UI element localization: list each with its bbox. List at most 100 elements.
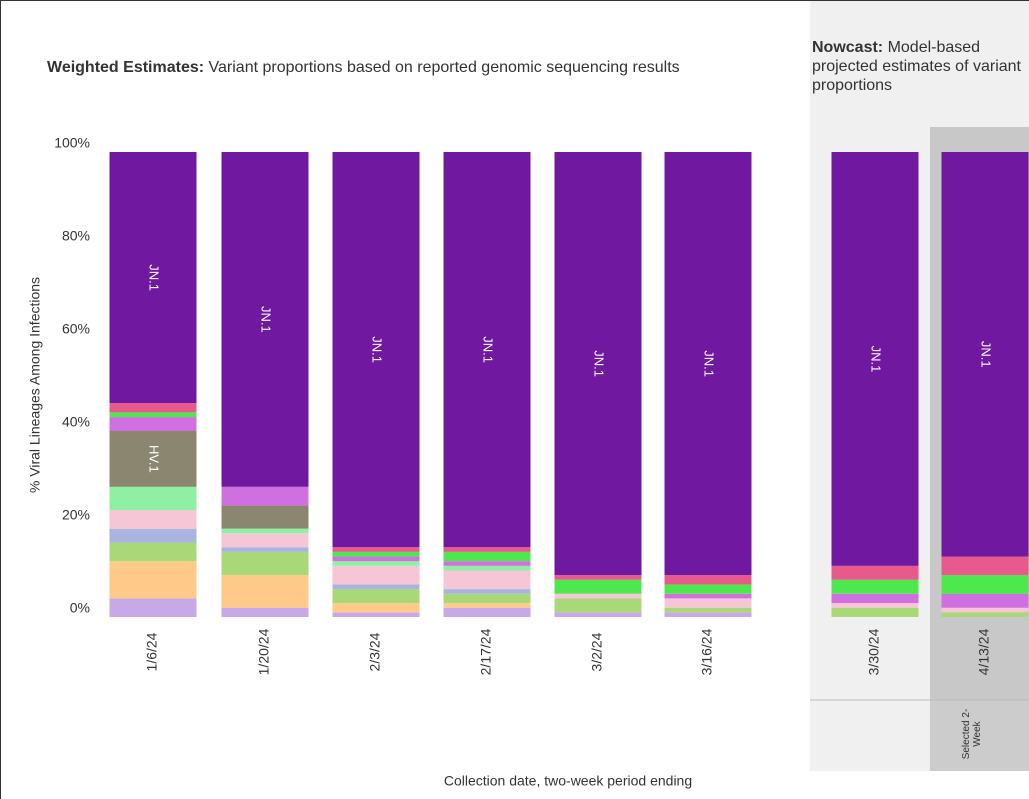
bar-segment bbox=[332, 612, 420, 617]
bar-segment bbox=[664, 575, 752, 585]
y-tick-label: 100% bbox=[54, 135, 90, 151]
bar-segment bbox=[443, 152, 531, 548]
bar-segment bbox=[332, 584, 420, 590]
title-bold: Weighted Estimates: bbox=[47, 59, 205, 76]
bar-segment bbox=[831, 607, 919, 617]
bar-segment bbox=[109, 528, 197, 543]
bar-segment bbox=[221, 528, 309, 534]
bar-segment bbox=[443, 589, 531, 594]
bar-segment bbox=[554, 593, 642, 599]
bar-segment bbox=[109, 486, 197, 511]
bar-segment bbox=[109, 542, 197, 562]
bar-segment bbox=[109, 412, 197, 418]
segment-label: JN.1 bbox=[702, 350, 717, 377]
nowcast-title-text: Model-based projected estimates of varia… bbox=[812, 39, 1021, 94]
bar-segment bbox=[443, 603, 531, 608]
selected-box bbox=[930, 700, 1029, 771]
bar-segment bbox=[554, 152, 642, 576]
bar-segment bbox=[554, 598, 642, 613]
selected-label: Selected 2-Week bbox=[961, 708, 983, 760]
nowcast-title-bold: Nowcast: bbox=[812, 39, 884, 56]
bar-segment bbox=[332, 556, 420, 562]
bar-segment bbox=[332, 547, 420, 552]
segment-label: JN.1 bbox=[592, 350, 607, 377]
bar-segment bbox=[831, 593, 919, 604]
segment-label: JN.1 bbox=[869, 346, 884, 373]
segment-label: JN.1 bbox=[147, 264, 162, 291]
bar-segment bbox=[443, 551, 531, 562]
bar-segment bbox=[664, 598, 752, 608]
bar-segment bbox=[941, 152, 1029, 557]
bar-segment bbox=[831, 579, 919, 594]
bar-segment bbox=[332, 589, 420, 604]
bar-segment bbox=[332, 561, 420, 566]
bar-segment bbox=[221, 152, 309, 487]
bar-segment bbox=[443, 570, 531, 590]
bar-segment bbox=[221, 575, 309, 608]
x-tick-label: 3/2/24 bbox=[589, 632, 605, 671]
bar-segment bbox=[109, 152, 197, 404]
bar-segment bbox=[554, 579, 642, 594]
segment-label: JN.1 bbox=[259, 306, 274, 333]
bar-segment bbox=[109, 510, 197, 529]
bar-segment bbox=[221, 505, 309, 529]
y-tick-label: 60% bbox=[62, 321, 90, 337]
bar-segment bbox=[109, 561, 197, 599]
bar-segment bbox=[109, 598, 197, 617]
bar-segment bbox=[443, 561, 531, 566]
bar-segment bbox=[332, 603, 420, 613]
bar-segment bbox=[664, 607, 752, 613]
title: Weighted Estimates: Variant proportions … bbox=[47, 58, 707, 77]
segment-label: JN.1 bbox=[979, 341, 994, 368]
bar-segment bbox=[831, 152, 919, 566]
y-tick-label: 80% bbox=[62, 228, 90, 244]
bar-segment bbox=[664, 152, 752, 576]
bar-segment bbox=[941, 612, 1029, 617]
bar-segment bbox=[221, 607, 309, 617]
bar-segment bbox=[443, 607, 531, 617]
bar-segment bbox=[221, 533, 309, 548]
bar-segment bbox=[941, 556, 1029, 576]
bar-segment bbox=[664, 612, 752, 617]
nowcast-title: Nowcast: Model-based projected estimates… bbox=[812, 38, 1027, 95]
x-tick-label: 3/16/24 bbox=[699, 628, 715, 675]
bar-segment bbox=[554, 575, 642, 580]
x-tick-label: 1/20/24 bbox=[256, 628, 272, 675]
bar-segment bbox=[443, 565, 531, 571]
segment-label: JN.1 bbox=[370, 336, 385, 363]
bar-segment bbox=[831, 565, 919, 580]
bar-segment bbox=[941, 593, 1029, 608]
bar-segment bbox=[221, 547, 309, 552]
bar-segment bbox=[554, 612, 642, 617]
y-axis-title: % Viral Lineages Among Infections bbox=[27, 277, 43, 493]
bar-segment bbox=[221, 486, 309, 506]
x-tick-label: 3/30/24 bbox=[866, 628, 882, 675]
bar-segment bbox=[941, 607, 1029, 613]
x-tick-label: 2/17/24 bbox=[478, 628, 494, 675]
title-text: Variant proportions based on reported ge… bbox=[208, 59, 680, 76]
bar-segment bbox=[221, 551, 309, 576]
bar-segment bbox=[664, 593, 752, 599]
bar-segment bbox=[109, 431, 197, 487]
bar-segment bbox=[109, 403, 197, 413]
bar-segment bbox=[443, 547, 531, 552]
bar-segment bbox=[941, 575, 1029, 594]
x-tick-label: 4/13/24 bbox=[976, 628, 992, 675]
segment-label: JN.1 bbox=[481, 336, 496, 363]
bar-segment bbox=[332, 551, 420, 557]
bar-segment bbox=[443, 593, 531, 604]
y-tick-label: 40% bbox=[62, 414, 90, 430]
segment-label: HV.1 bbox=[147, 445, 162, 473]
x-tick-label: 2/3/24 bbox=[367, 632, 383, 671]
y-tick-label: 0% bbox=[70, 600, 90, 616]
bar-segment bbox=[831, 603, 919, 608]
bar-segment bbox=[109, 417, 197, 431]
x-tick-label: 1/6/24 bbox=[144, 632, 160, 671]
bar-segment bbox=[332, 565, 420, 585]
bar-segment bbox=[664, 584, 752, 594]
y-tick-label: 20% bbox=[62, 507, 90, 523]
x-axis-title: Collection date, two-week period ending bbox=[444, 773, 692, 789]
bar-segment bbox=[332, 152, 420, 548]
